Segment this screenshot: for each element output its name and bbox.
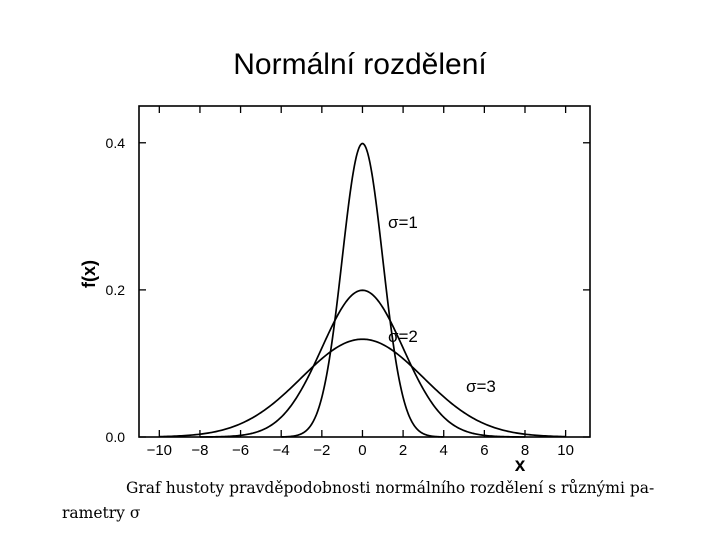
x-tick-labels: −10 −8 −6 −4 −2 0 2 4 6 8 10 <box>147 442 574 459</box>
figure-caption-line-2: rametry σ <box>62 504 141 522</box>
plot-frame <box>138 105 591 438</box>
curve-labels: σ=1 σ=2 σ=3 <box>388 213 496 396</box>
y-tick-label: 0.0 <box>106 429 126 445</box>
x-tick-label: 10 <box>557 442 574 459</box>
x-tick-label: −10 <box>147 442 172 459</box>
tick-marks <box>139 106 590 438</box>
y-tick-labels: 0.0 0.2 0.4 <box>106 135 126 445</box>
density-curve-sigma-2 <box>199 289 525 438</box>
y-tick-label: 0.2 <box>106 282 126 298</box>
x-tick-label: −8 <box>191 442 208 459</box>
x-axis-label: x <box>515 455 526 476</box>
density-curve-sigma-1 <box>281 142 444 438</box>
figure-caption-line-1: Graf hustoty pravděpodobnosti normálního… <box>126 479 655 497</box>
y-tick-label: 0.4 <box>106 135 126 151</box>
y-axis-label: f(x) <box>79 260 99 288</box>
curve-label-sigma-2: σ=2 <box>388 327 418 346</box>
x-tick-label: 0 <box>358 442 366 459</box>
x-tick-label: −2 <box>313 442 330 459</box>
curve-label-sigma-3: σ=3 <box>466 377 496 396</box>
x-tick-label: −6 <box>232 442 249 459</box>
x-tick-label: 2 <box>399 442 407 459</box>
x-tick-label: 6 <box>480 442 488 459</box>
x-tick-label: 8 <box>521 442 529 459</box>
density-curves <box>159 142 566 438</box>
slide-title: Normální rozdělení <box>233 48 487 81</box>
density-curve-sigma-3 <box>159 338 566 438</box>
x-tick-label: 4 <box>440 442 448 459</box>
curve-label-sigma-1: σ=1 <box>388 213 418 232</box>
x-tick-label: −4 <box>273 442 290 459</box>
